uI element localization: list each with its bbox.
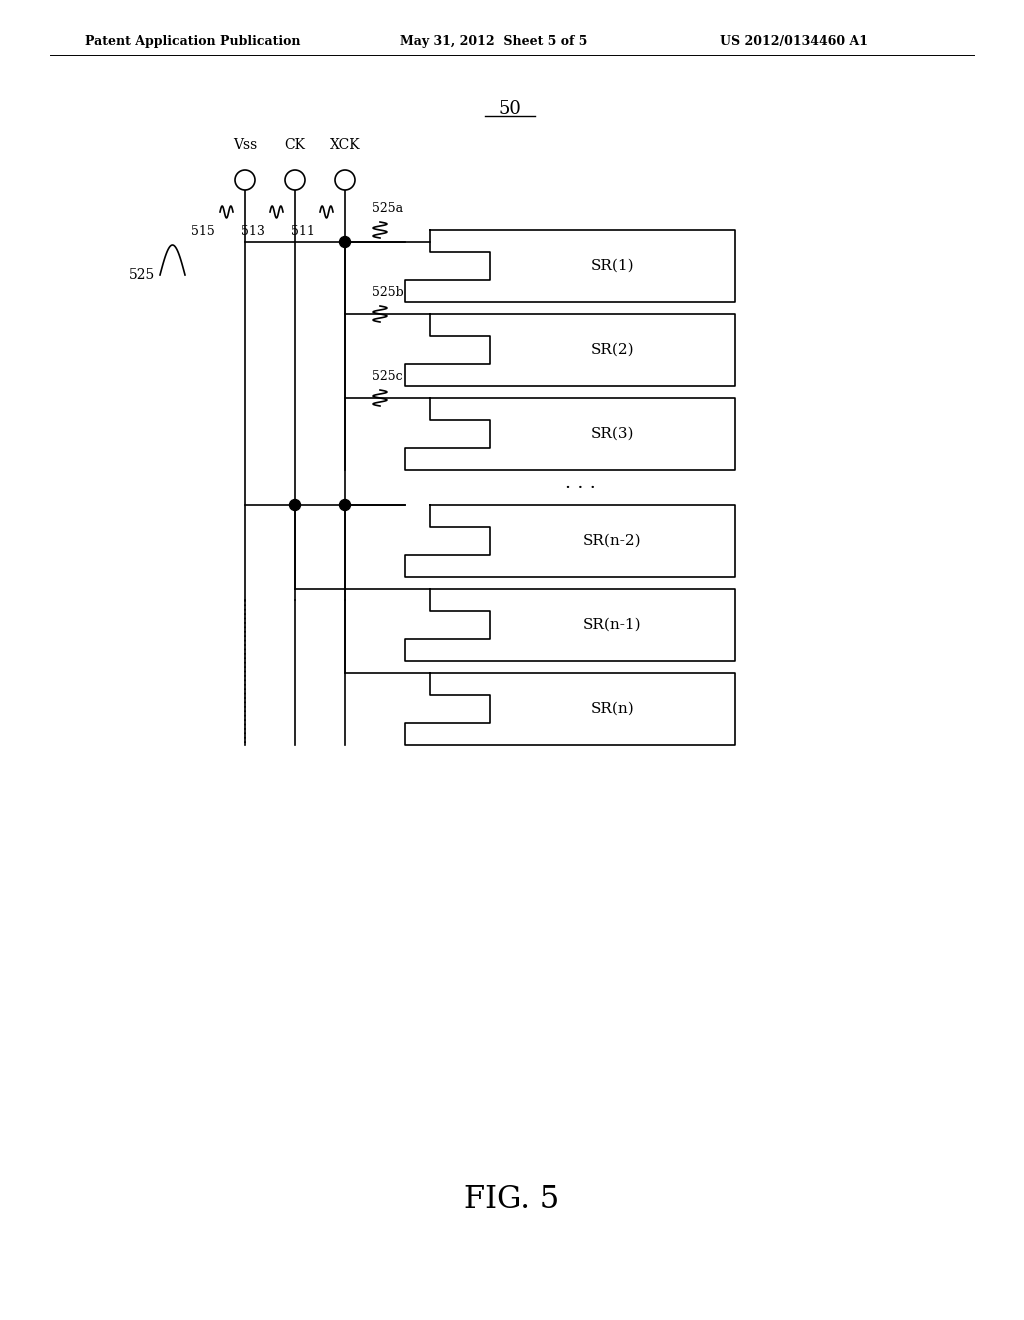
Text: SR(3): SR(3) [591,426,634,441]
Text: 525b: 525b [372,286,403,300]
Circle shape [234,170,255,190]
Text: Vss: Vss [232,139,257,152]
Circle shape [285,170,305,190]
Circle shape [340,236,350,248]
Text: SR(2): SR(2) [591,343,634,356]
Text: · · ·: · · · [564,479,595,496]
Text: 525: 525 [129,268,155,282]
Circle shape [335,170,355,190]
Text: US 2012/0134460 A1: US 2012/0134460 A1 [720,36,868,48]
Text: 511: 511 [291,224,315,238]
Text: CK: CK [285,139,305,152]
Text: 515: 515 [191,224,215,238]
Text: XCK: XCK [330,139,360,152]
Circle shape [290,499,300,511]
Text: 525c: 525c [372,370,402,383]
Text: May 31, 2012  Sheet 5 of 5: May 31, 2012 Sheet 5 of 5 [400,36,588,48]
Text: SR(1): SR(1) [591,259,634,273]
Text: SR(n): SR(n) [591,702,635,715]
Text: FIG. 5: FIG. 5 [464,1184,560,1216]
Circle shape [340,499,350,511]
Text: 513: 513 [241,224,265,238]
Text: SR(n-2): SR(n-2) [584,535,642,548]
Text: 50: 50 [499,100,521,117]
Text: 525a: 525a [372,202,403,215]
Text: SR(n-1): SR(n-1) [584,618,642,632]
Text: Patent Application Publication: Patent Application Publication [85,36,300,48]
